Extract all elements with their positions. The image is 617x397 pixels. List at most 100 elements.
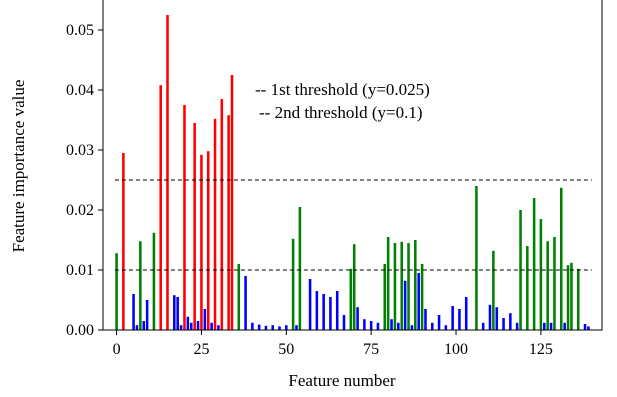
bar-feature-50 <box>285 325 288 330</box>
bar-feature-0 <box>115 253 118 330</box>
y-tick-label: 0.05 <box>66 22 94 39</box>
bar-feature-80 <box>386 237 390 330</box>
bar-feature-128 <box>549 322 553 330</box>
threshold-lines <box>114 179 592 271</box>
bar-feature-21 <box>186 316 190 330</box>
bar-feature-11 <box>152 232 156 330</box>
bar-feature-40 <box>251 322 254 330</box>
bar-feature-116 <box>509 313 512 330</box>
bar-feature-23 <box>193 123 196 330</box>
bar-feature-20 <box>183 105 186 330</box>
x-tick-label: 25 <box>193 341 209 358</box>
bar-feature-127 <box>546 241 549 330</box>
bar-feature-8 <box>142 321 146 330</box>
bar-feature-81 <box>390 319 393 330</box>
bar-feature-42 <box>257 324 261 330</box>
bar-feature-83 <box>397 322 400 330</box>
bar-feature-85 <box>403 280 407 330</box>
x-tick-label: 100 <box>444 341 468 358</box>
bar-feature-90 <box>420 264 424 330</box>
y-axis-label: Feature importance value <box>9 80 28 253</box>
bar-feature-30 <box>217 325 220 330</box>
bar-feature-36 <box>237 264 241 330</box>
bar-feature-22 <box>189 322 193 330</box>
bar-feature-27 <box>206 151 210 330</box>
bar-feature-61 <box>322 294 325 330</box>
bar-feature-9 <box>145 300 149 330</box>
bar-feature-95 <box>437 315 441 330</box>
bar-feature-121 <box>526 246 529 330</box>
bar-feature-31 <box>220 99 224 330</box>
bar-feature-71 <box>356 307 359 330</box>
bar-feature-79 <box>383 264 387 330</box>
bar-feature-48 <box>278 326 281 330</box>
bar-feature-26 <box>203 309 207 330</box>
bar-feature-108 <box>481 322 485 330</box>
bar-feature-63 <box>329 297 332 330</box>
bar-feature-111 <box>492 250 495 330</box>
bar-feature-67 <box>342 315 346 330</box>
bar-feature-129 <box>553 237 556 330</box>
bar-feature-69 <box>349 268 353 330</box>
y-tick-label: 0.03 <box>66 142 94 159</box>
bar-feature-7 <box>139 241 142 330</box>
bar-feature-123 <box>532 198 536 330</box>
bar-feature-24 <box>196 321 200 330</box>
axes <box>102 0 603 331</box>
bar-feature-17 <box>173 295 176 330</box>
bar-feature-103 <box>464 297 468 330</box>
bar-feature-52 <box>291 238 295 330</box>
bar-feature-88 <box>414 240 417 330</box>
bar-feature-70 <box>352 244 356 330</box>
tick-layer: 0 25 50 75 100 125 0.00 0.01 0.02 0.03 0.04 0.05 <box>66 22 553 358</box>
bar-feature-97 <box>444 325 448 330</box>
bar-feature-73 <box>363 319 366 330</box>
bar-feature-5 <box>132 294 135 330</box>
bar-feature-57 <box>308 279 312 330</box>
bar-feature-110 <box>488 304 492 330</box>
bar-feature-112 <box>495 307 499 330</box>
legend-first-threshold: -- 1st threshold (y=0.025) <box>255 80 430 99</box>
bar-feature-38 <box>244 276 247 330</box>
plot-frame <box>102 0 603 331</box>
x-tick-label: 75 <box>363 341 379 358</box>
bar-feature-106 <box>475 186 478 330</box>
bar-feature-132 <box>563 322 566 330</box>
bar-feature-2 <box>122 153 125 330</box>
legend-second-threshold: -- 2nd threshold (y=0.1) <box>259 103 423 122</box>
y-tick-label: 0.01 <box>66 262 94 279</box>
bar-feature-15 <box>166 15 169 330</box>
bar-feature-65 <box>335 291 339 330</box>
bar-feature-136 <box>576 268 580 330</box>
bar-feature-93 <box>431 322 434 330</box>
bar-feature-44 <box>264 325 268 330</box>
threshold-legend: -- 1st threshold (y=0.025) -- 2nd thresh… <box>255 80 430 122</box>
bar-feature-28 <box>210 322 213 330</box>
bar-feature-18 <box>176 297 179 330</box>
bar-feature-119 <box>519 210 522 330</box>
bar-feature-82 <box>393 243 397 330</box>
bar-feature-125 <box>539 219 543 330</box>
bar-feature-87 <box>410 325 414 330</box>
bar-feature-54 <box>298 207 302 330</box>
bar-feature-139 <box>587 326 590 330</box>
bar-layer <box>115 15 590 330</box>
bar-feature-33 <box>227 115 230 330</box>
bar-feature-114 <box>502 318 505 330</box>
bar-feature-13 <box>159 85 162 330</box>
bar-feature-34 <box>230 75 234 330</box>
y-tick-label: 0.02 <box>66 202 94 219</box>
bar-feature-25 <box>200 154 203 330</box>
bar-feature-6 <box>135 325 139 330</box>
x-tick-label: 50 <box>278 341 294 358</box>
bar-feature-19 <box>179 325 183 330</box>
bar-feature-59 <box>315 291 319 330</box>
bar-feature-86 <box>407 243 410 330</box>
bar-feature-46 <box>271 325 274 330</box>
bar-feature-101 <box>458 309 461 330</box>
bar-feature-77 <box>376 322 380 330</box>
bar-feature-75 <box>369 321 373 330</box>
bar-feature-126 <box>543 322 546 330</box>
bar-feature-138 <box>583 324 587 330</box>
